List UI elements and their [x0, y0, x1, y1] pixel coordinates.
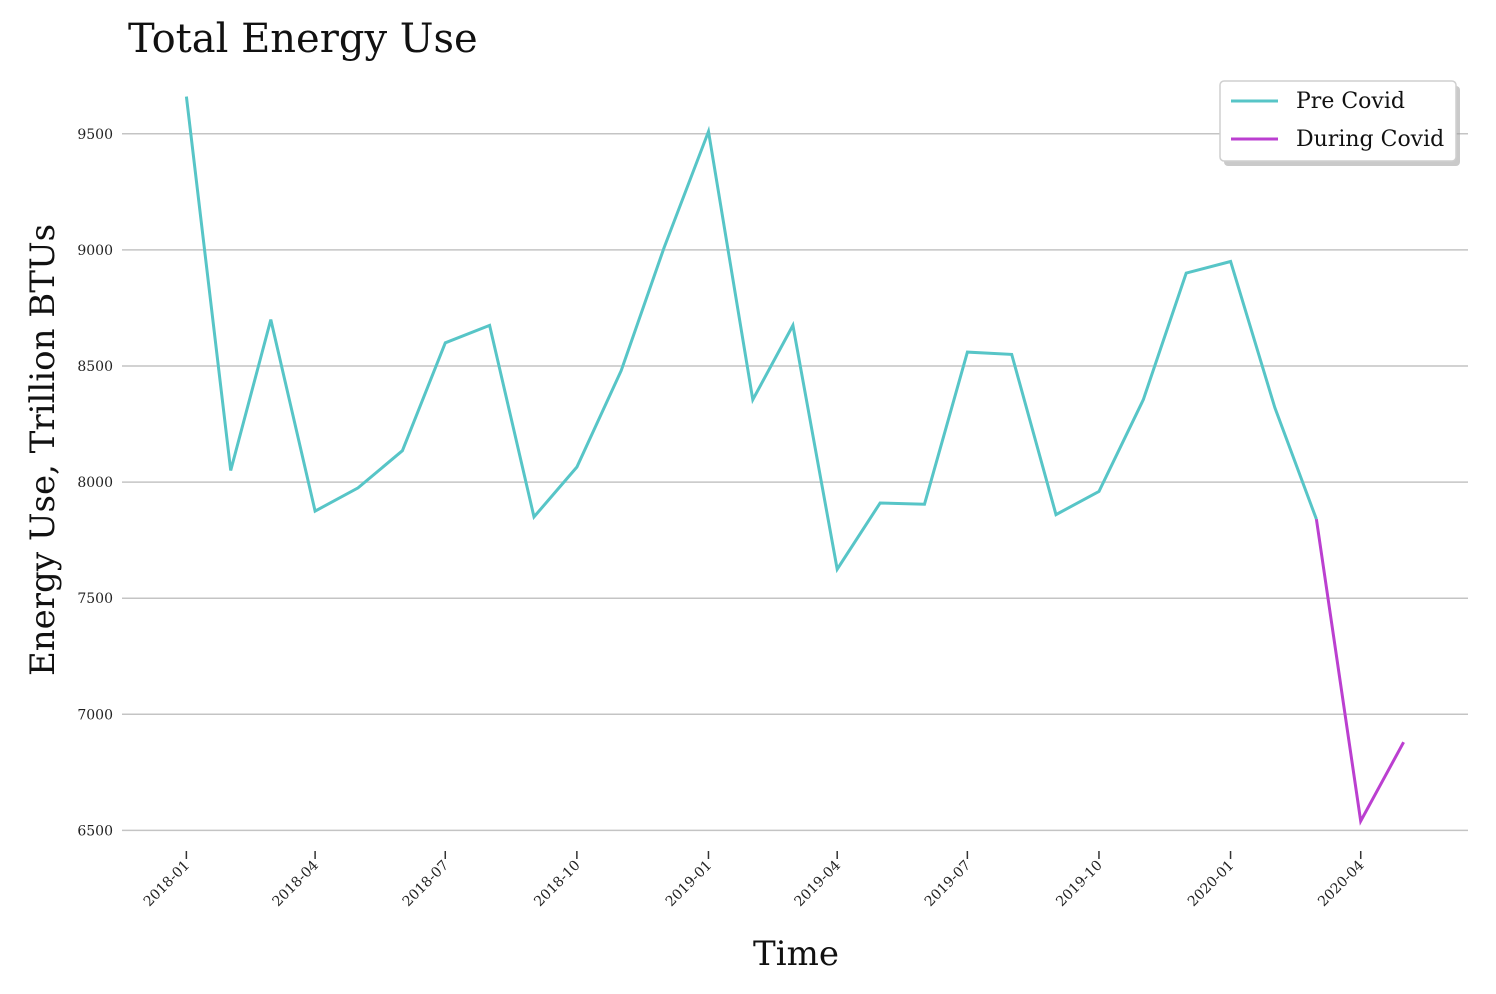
y-tick-label: 9500: [77, 127, 113, 143]
y-tick-label: 8500: [77, 359, 113, 375]
y-tick-label: 8000: [77, 475, 113, 491]
x-tick-label: 2018-10: [531, 858, 583, 910]
series-line-during-covid: [1314, 518, 1405, 826]
x-tick-label: 2019-10: [1053, 858, 1105, 910]
y-axis-ticks: 6500 7000 7500 8000 8500 9000 9500: [77, 127, 113, 840]
legend: Pre Covid During Covid: [1219, 80, 1460, 166]
y-tick-label: 7000: [77, 707, 113, 723]
x-axis-ticks: 2018-01 2018-04 2018-07 2018-10 2019-01 2019-…: [141, 851, 1368, 910]
x-tick-label: 2018-01: [141, 858, 193, 910]
series-line-pre-covid: [184, 96, 1318, 574]
x-tick-label: 2020-04: [1315, 857, 1368, 910]
gridlines: [122, 133, 1468, 832]
x-tick-label: 2019-04: [792, 857, 845, 910]
chart-title: Total Energy Use: [128, 16, 478, 62]
x-tick-label: 2018-07: [400, 858, 452, 910]
series-lines: [184, 96, 1405, 826]
x-tick-label: 2018-04: [269, 857, 322, 910]
x-tick-label: 2019-07: [922, 858, 974, 910]
legend-label-pre-covid: Pre Covid: [1296, 89, 1405, 114]
y-tick-label: 9000: [77, 243, 113, 259]
x-axis-label: Time: [753, 934, 839, 974]
legend-label-during-covid: During Covid: [1296, 127, 1444, 152]
x-tick-label: 2019-01: [663, 858, 715, 910]
y-tick-label: 6500: [77, 823, 113, 839]
legend-box: [1219, 80, 1457, 162]
x-tick-label: 2020-01: [1185, 858, 1237, 910]
y-tick-label: 7500: [77, 591, 113, 607]
y-axis-label: Energy Use, Trillion BTUs: [23, 224, 63, 676]
